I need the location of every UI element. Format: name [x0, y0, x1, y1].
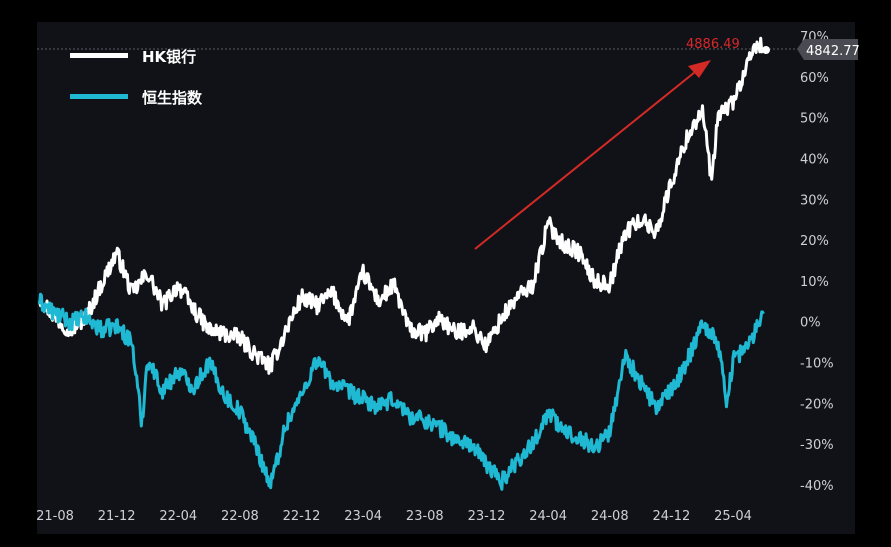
- series-line-0: [38, 36, 765, 375]
- x-tick-label: 24-12: [652, 509, 690, 524]
- y-tick-label: -40%: [800, 479, 834, 494]
- x-tick-label: 21-08: [36, 509, 74, 524]
- legend-label-hk-banks: HK银行: [142, 48, 196, 66]
- y-axis: 70%60%50%40%30%20%10%0%-10%-20%-30%-40%: [800, 30, 834, 494]
- y-tick-label: -10%: [800, 357, 834, 372]
- x-tick-label: 23-08: [406, 509, 444, 524]
- y-tick-label: -20%: [800, 397, 834, 412]
- x-axis: 21-08 21-12 22-04 22-08 22-12 23-04 23-08 23-12…: [36, 509, 752, 524]
- trend-arrow-shaft: [474, 67, 701, 250]
- legend-swatch-hang-seng: [70, 94, 128, 99]
- y-tick-label: 40%: [800, 152, 829, 167]
- x-tick-label: 23-12: [468, 509, 506, 524]
- y-tick-label: 50%: [800, 112, 829, 127]
- legend-swatch-hk-banks: [70, 53, 128, 58]
- y-tick-label: 20%: [800, 234, 829, 249]
- legend: HK银行 恒生指数: [70, 48, 203, 107]
- plot-background: [37, 22, 855, 534]
- x-tick-label: 22-08: [221, 509, 259, 524]
- last-value-badge: 4842.77: [797, 39, 860, 60]
- y-tick-label: 10%: [800, 275, 829, 290]
- peak-value-label: 4886.49: [686, 37, 740, 52]
- last-point-marker: [762, 46, 770, 54]
- x-tick-label: 23-04: [344, 509, 382, 524]
- last-value-label: 4842.77: [806, 44, 860, 59]
- x-tick-label: 22-12: [283, 509, 321, 524]
- y-tick-label: 30%: [800, 193, 829, 208]
- y-tick-label: 60%: [800, 71, 829, 86]
- trend-arrow-head: [688, 60, 711, 78]
- x-tick-label: 25-04: [714, 509, 752, 524]
- y-tick-label: -30%: [800, 438, 834, 453]
- series-layer: [38, 36, 765, 491]
- x-tick-label: 24-04: [529, 509, 567, 524]
- series-line-1: [38, 292, 765, 491]
- x-tick-label: 22-04: [159, 509, 197, 524]
- x-tick-label: 24-08: [591, 509, 629, 524]
- legend-label-hang-seng: 恒生指数: [142, 89, 203, 107]
- trend-arrow: [474, 60, 711, 250]
- x-tick-label: 21-12: [98, 509, 136, 524]
- last-value-badge-bg: [797, 39, 858, 60]
- y-tick-label: 0%: [800, 316, 821, 331]
